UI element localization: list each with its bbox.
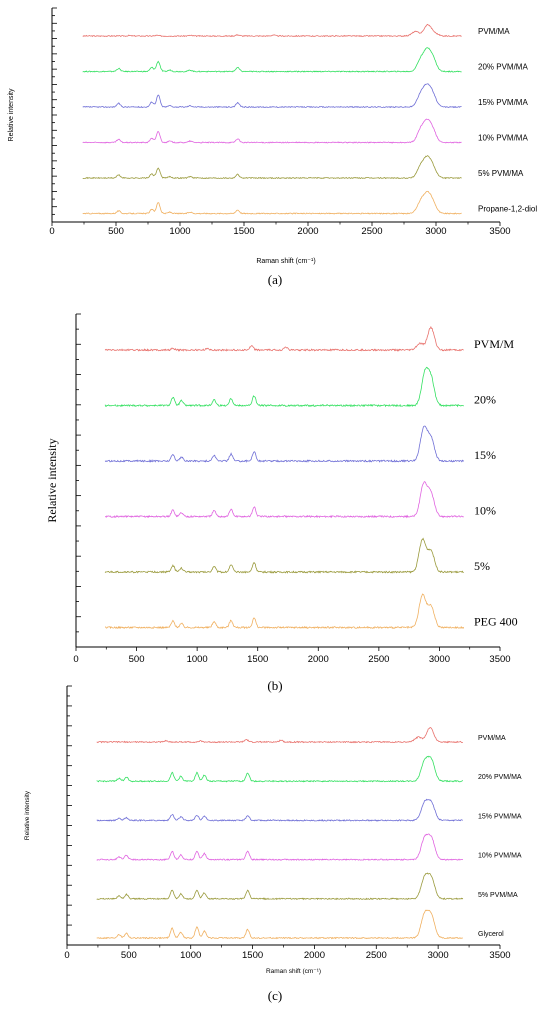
series-label-3: 15% PVM/MA bbox=[478, 98, 528, 107]
y-axis-label: Relative intensity bbox=[45, 438, 59, 522]
series-label-3: 15% PVM/MA bbox=[478, 813, 522, 820]
series-line-3 bbox=[96, 798, 464, 822]
x-tick-label: 3500 bbox=[489, 950, 510, 961]
series-label-5: 5% PVM/MA bbox=[478, 169, 524, 178]
x-tick-label: 2000 bbox=[297, 226, 318, 237]
chart-panel-2: 0 500 1000 1500 2000 2500 3000 3500 Relative int… bbox=[45, 313, 518, 693]
x-tick-label: 1000 bbox=[169, 226, 190, 237]
x-tick-label: 2500 bbox=[368, 654, 389, 665]
series-line-1 bbox=[104, 325, 464, 352]
series-label-6: Propane-1,2-diol bbox=[478, 205, 537, 214]
series-label-6: Glycerol bbox=[478, 931, 504, 938]
series-line-3 bbox=[104, 425, 465, 463]
x-tick-label: 1500 bbox=[242, 950, 263, 961]
x-tick-label: 0 bbox=[73, 654, 78, 665]
series-line-6 bbox=[82, 190, 462, 215]
series-label-1: PVM/MA bbox=[478, 735, 506, 742]
x-tick-label: 0 bbox=[64, 950, 69, 961]
panel-label: (a) bbox=[268, 272, 282, 287]
x-tick-label: 3000 bbox=[429, 654, 450, 665]
chart-panel-1: 0 500 1000 1500 2000 2500 3000 3500 Relative int… bbox=[8, 7, 537, 287]
series-line-6 bbox=[104, 593, 465, 630]
x-tick-label: 3500 bbox=[489, 654, 510, 665]
chart-panel-3: 0 500 1000 1500 2000 2500 3000 3500 Relative int… bbox=[24, 685, 522, 1003]
x-tick-label: 1500 bbox=[233, 226, 254, 237]
series-label-5: 5% bbox=[474, 559, 490, 573]
series-label-4: 10% PVM/MA bbox=[478, 134, 528, 143]
x-tick-label: 3000 bbox=[425, 226, 446, 237]
series-label-5: 5% PVM/MA bbox=[478, 892, 518, 899]
series-label-2: 20% PVM/MA bbox=[478, 63, 528, 72]
x-tick-label: 2500 bbox=[366, 950, 387, 961]
series-label-4: 10% PVM/MA bbox=[478, 853, 522, 860]
series-label-3: 15% bbox=[474, 448, 496, 462]
series-line-2 bbox=[96, 755, 463, 783]
x-tick-label: 3500 bbox=[489, 226, 510, 237]
x-tick-label: 500 bbox=[108, 226, 124, 237]
series-label-4: 10% bbox=[474, 504, 496, 518]
series-label-1: PVM/MA bbox=[478, 27, 510, 36]
series-line-1 bbox=[82, 23, 462, 38]
series-line-3 bbox=[82, 83, 462, 109]
panel-label: (b) bbox=[267, 678, 282, 693]
x-axis-label: Raman shift (cm⁻¹) bbox=[256, 258, 315, 265]
x-tick-label: 3000 bbox=[428, 950, 449, 961]
series-line-5 bbox=[96, 872, 464, 901]
series-line-4 bbox=[96, 833, 464, 862]
series-line-5 bbox=[82, 155, 462, 180]
x-tick-label: 500 bbox=[129, 654, 145, 665]
series-line-1 bbox=[96, 727, 464, 744]
x-tick-label: 500 bbox=[121, 950, 137, 961]
series-line-2 bbox=[104, 366, 464, 408]
series-label-2: 20% bbox=[474, 393, 496, 407]
series-line-2 bbox=[82, 47, 462, 73]
series-line-6 bbox=[96, 909, 464, 940]
series-label-1: PVM/M bbox=[474, 337, 514, 351]
series-line-5 bbox=[104, 537, 464, 574]
x-tick-label: 2500 bbox=[361, 226, 382, 237]
series-line-4 bbox=[105, 481, 464, 519]
x-axis-label: Raman shift (cm⁻¹) bbox=[266, 968, 321, 975]
series-label-2: 20% PVM/MA bbox=[478, 774, 522, 781]
x-tick-label: 2000 bbox=[308, 654, 329, 665]
y-axis-label: Relative intensity bbox=[8, 88, 15, 141]
x-tick-label: 1500 bbox=[247, 654, 268, 665]
series-label-6: PEG 400 bbox=[474, 615, 518, 629]
panel-label: (c) bbox=[268, 988, 282, 1003]
x-tick-label: 1000 bbox=[187, 654, 208, 665]
y-axis-label: Relative intensity bbox=[24, 790, 31, 840]
series-line-4 bbox=[82, 118, 462, 144]
x-tick-label: 1000 bbox=[180, 950, 201, 961]
x-tick-label: 0 bbox=[49, 226, 54, 237]
x-tick-label: 2000 bbox=[304, 950, 325, 961]
